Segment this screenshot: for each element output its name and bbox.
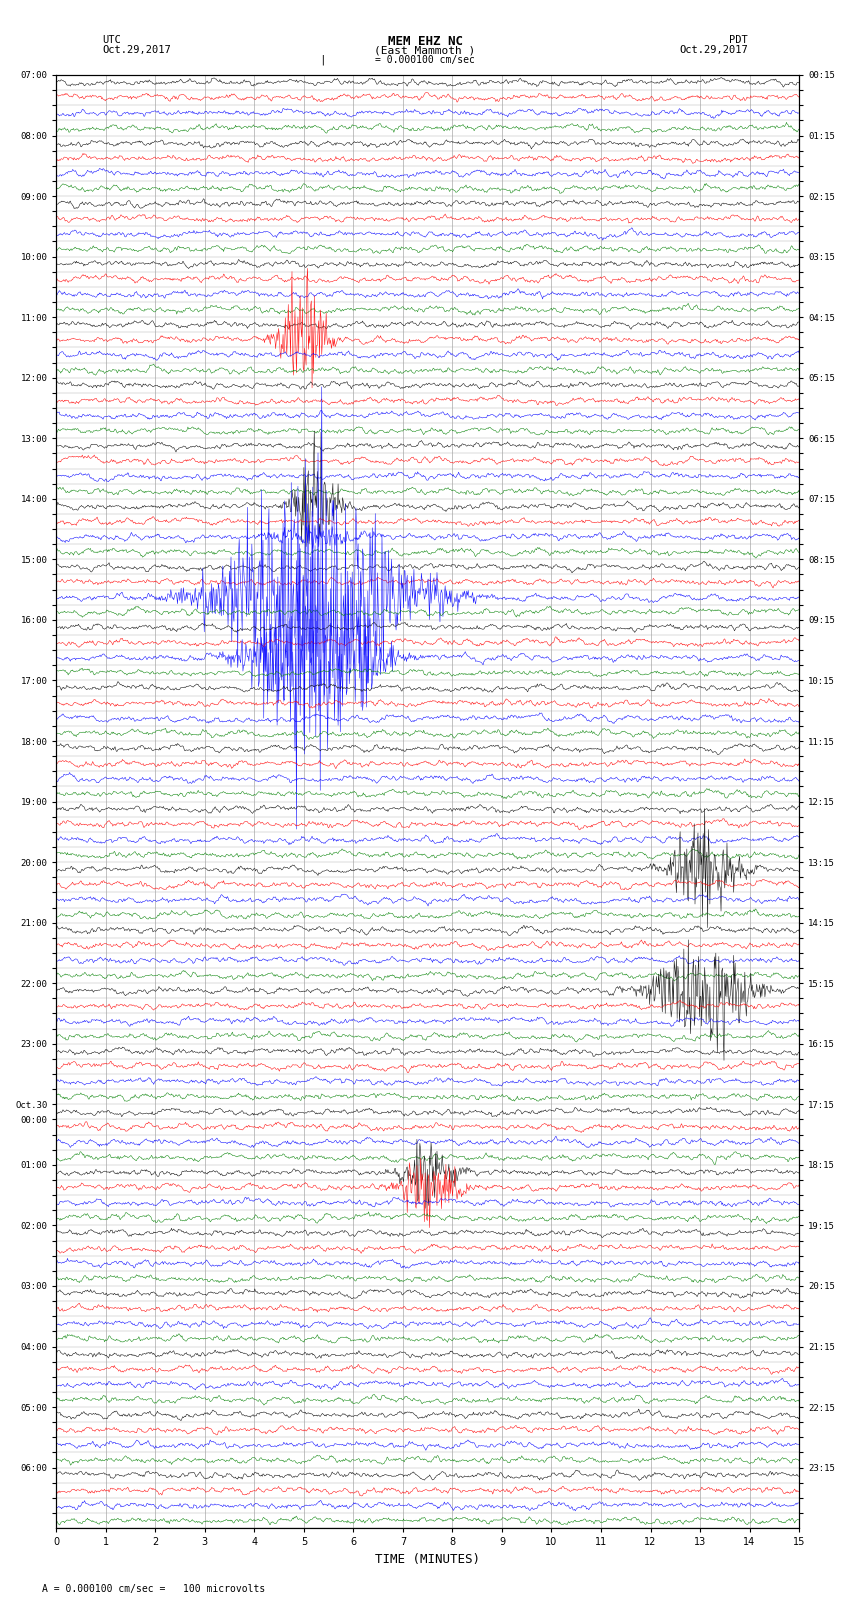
Text: MEM EHZ NC: MEM EHZ NC [388, 35, 462, 48]
Text: (East Mammoth ): (East Mammoth ) [374, 45, 476, 55]
Text: PDT: PDT [729, 35, 748, 45]
Text: UTC: UTC [102, 35, 121, 45]
Text: A = 0.000100 cm/sec =   100 microvolts: A = 0.000100 cm/sec = 100 microvolts [42, 1584, 266, 1594]
X-axis label: TIME (MINUTES): TIME (MINUTES) [375, 1553, 480, 1566]
Text: Oct.29,2017: Oct.29,2017 [679, 45, 748, 55]
Text: Oct.29,2017: Oct.29,2017 [102, 45, 171, 55]
Text: = 0.000100 cm/sec: = 0.000100 cm/sec [375, 55, 475, 65]
Text: |: | [320, 55, 326, 66]
